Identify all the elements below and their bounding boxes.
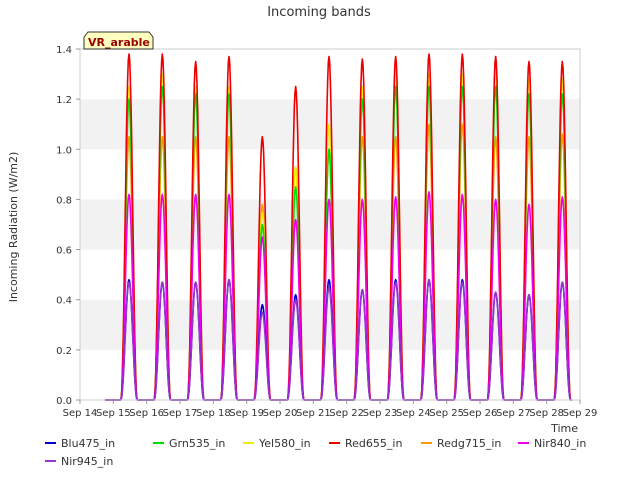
legend-label: Red655_in	[345, 437, 402, 450]
legend-label: Blu475_in	[61, 437, 115, 450]
badge-box	[83, 31, 154, 50]
y-tick-label: 0.4	[56, 296, 72, 307]
x-tick-label: Sep 19	[229, 408, 264, 419]
x-tick-label: Sep 26	[463, 408, 498, 419]
legend-label: Grn535_in	[169, 437, 225, 450]
y-axis: 0.0 0.2 0.4 0.6 0.8 1.0 1.2 1.4	[56, 45, 80, 407]
x-tick-label: Sep 16	[129, 408, 164, 419]
x-axis-label: Time	[550, 422, 578, 435]
y-tick-label: 1.0	[56, 145, 72, 156]
y-axis-label: Incoming Radiation (W/m2)	[7, 152, 20, 303]
plot-frame	[79, 48, 581, 401]
legend-label: Nir945_in	[61, 455, 113, 468]
badge-label: VR_arable	[88, 36, 150, 49]
x-tick-label: Sep 20	[263, 408, 298, 419]
x-tick-label: Sep 27	[496, 408, 531, 419]
x-tick-label: Sep 29	[563, 408, 598, 419]
x-tick-label: Sep 23	[363, 408, 398, 419]
y-tick-label: 1.2	[56, 95, 72, 106]
x-tick-label: Sep 28	[529, 408, 564, 419]
x-tick-label: Sep 21	[296, 408, 331, 419]
x-tick-label: Sep 17	[163, 408, 198, 419]
legend: Blu475_in Grn535_in Yel580_in Red655_in Redg…	[45, 437, 586, 468]
grid-band	[80, 299, 580, 350]
y-tick-label: 0.0	[56, 396, 72, 407]
x-tick-label: Sep 14	[63, 408, 98, 419]
legend-label: Nir840_in	[534, 437, 586, 450]
chart-title: Incoming bands	[267, 5, 371, 20]
y-tick-label: 0.6	[56, 246, 72, 257]
x-tick-label: Sep 22	[329, 408, 364, 419]
vr-arable-badge: VR_arable	[83, 31, 154, 50]
x-tick-label: Sep 25	[429, 408, 464, 419]
y-tick-label: 0.8	[56, 195, 72, 206]
y-tick-label: 1.4	[56, 45, 72, 56]
y-tick-label: 0.2	[56, 346, 72, 357]
legend-label: Redg715_in	[437, 437, 501, 450]
x-tick-label: Sep 18	[196, 408, 231, 419]
grid-band	[80, 349, 580, 400]
x-tick-label: Sep 24	[396, 408, 431, 419]
legend-label: Yel580_in	[258, 437, 311, 450]
x-tick-label: Sep 15	[96, 408, 131, 419]
